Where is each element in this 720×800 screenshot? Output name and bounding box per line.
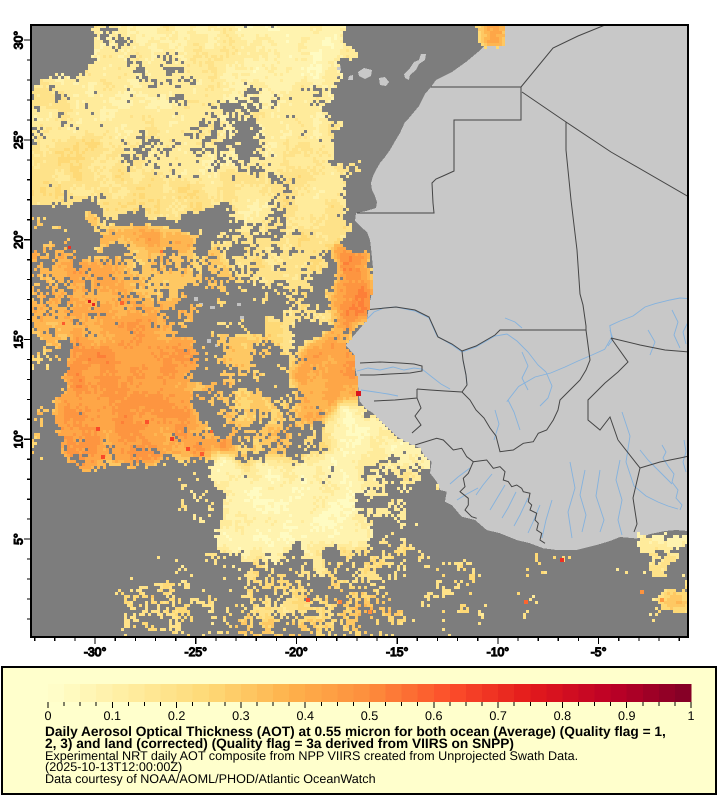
svg-text:-20°: -20° <box>285 645 308 659</box>
svg-text:25°: 25° <box>12 131 26 150</box>
svg-text:0.8: 0.8 <box>554 709 572 723</box>
svg-text:0.5: 0.5 <box>361 709 379 723</box>
svg-text:-25°: -25° <box>185 645 208 659</box>
svg-text:-10°: -10° <box>487 645 510 659</box>
svg-text:(2025-10-13T12:00:00Z): (2025-10-13T12:00:00Z) <box>45 760 182 774</box>
svg-text:-5°: -5° <box>591 645 607 659</box>
svg-text:-15°: -15° <box>386 645 409 659</box>
svg-text:0.2: 0.2 <box>168 709 186 723</box>
svg-text:0.6: 0.6 <box>425 709 443 723</box>
svg-text:0.9: 0.9 <box>618 709 636 723</box>
svg-text:0.7: 0.7 <box>489 709 507 723</box>
svg-text:15°: 15° <box>12 330 26 349</box>
svg-text:Experimental NRT daily AOT com: Experimental NRT daily AOT composite fro… <box>45 749 578 763</box>
svg-text:0.4: 0.4 <box>296 709 314 723</box>
svg-text:-30°: -30° <box>84 645 107 659</box>
svg-text:Data courtesy of NOAA/AOML/PHO: Data courtesy of NOAA/AOML/PHOD/Atlantic… <box>45 772 376 786</box>
svg-text:20°: 20° <box>12 230 26 249</box>
svg-text:5°: 5° <box>12 533 26 545</box>
svg-text:0.3: 0.3 <box>232 709 250 723</box>
svg-text:Daily Aerosol Optical Thicknes: Daily Aerosol Optical Thickness (AOT) at… <box>45 724 666 739</box>
svg-text:2, 3) and land (corrected) (Qu: 2, 3) and land (corrected) (Quality flag… <box>45 736 514 751</box>
svg-text:30°: 30° <box>12 31 26 50</box>
svg-text:10°: 10° <box>12 430 26 449</box>
svg-text:1: 1 <box>687 709 694 723</box>
svg-text:0.1: 0.1 <box>104 709 122 723</box>
svg-text:0: 0 <box>44 709 51 723</box>
